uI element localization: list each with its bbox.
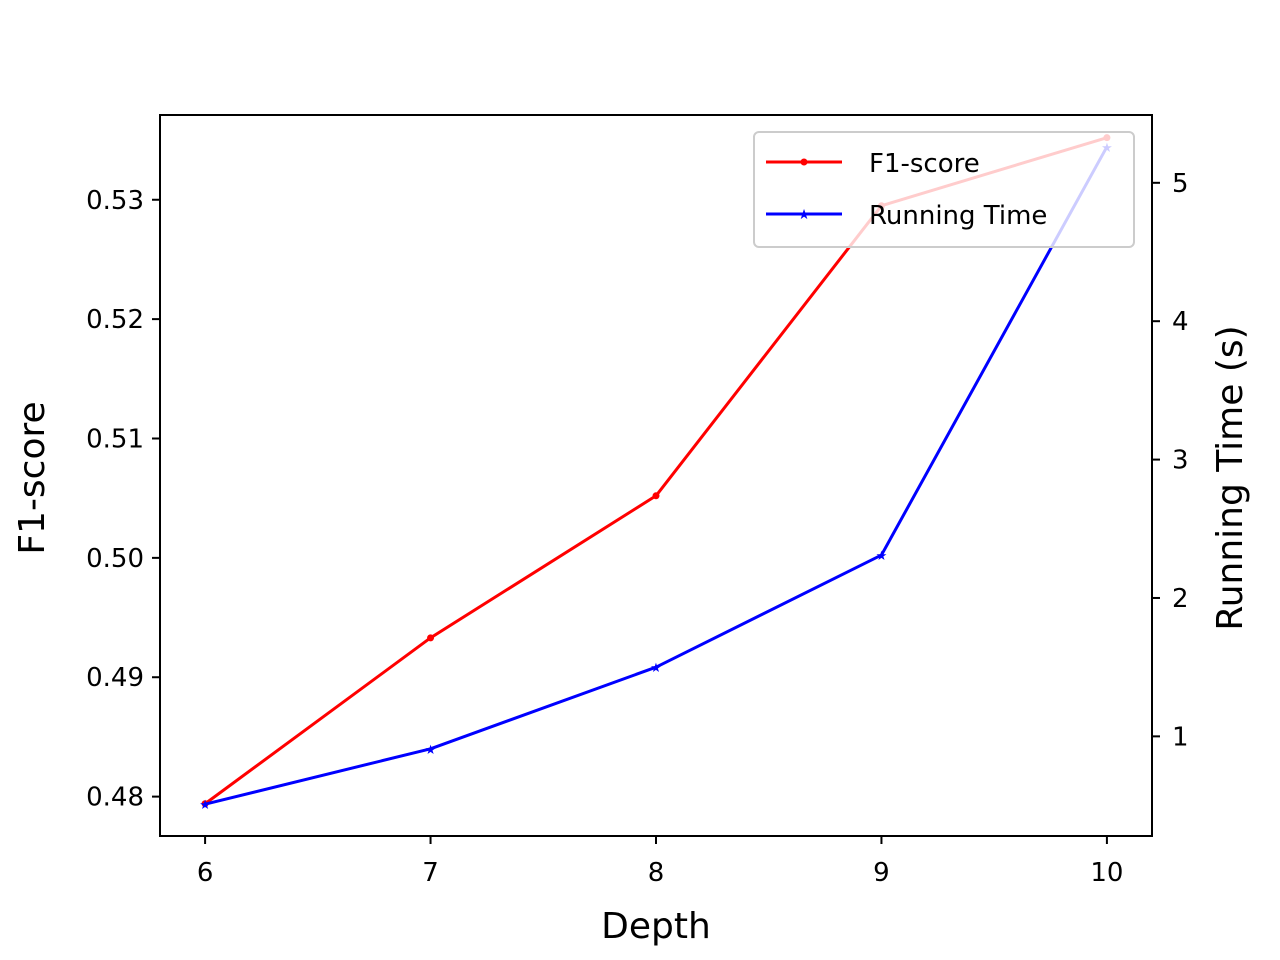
x-tick-label: 10 [1090,858,1123,888]
data-point-f1-score [427,634,435,642]
left-y-tick-label: 0.51 [86,424,144,454]
left-y-axis-ticks: 0.48 0.49 0.50 0.51 0.52 0.53 [86,186,160,813]
left-y-tick-label: 0.52 [86,305,144,335]
right-y-axis-label: Running Time (s) [1210,325,1251,630]
right-y-tick-label: 4 [1172,307,1189,337]
right-y-tick-label: 1 [1172,722,1189,752]
x-tick-label: 9 [873,858,890,888]
legend-marker-f1-score [800,158,808,166]
x-tick-label: 7 [422,858,439,888]
left-y-tick-label: 0.50 [86,544,144,574]
legend: F1-score ★ Running Time [753,131,1135,248]
right-y-axis-ticks: 1 2 3 4 5 [1152,169,1189,752]
left-y-tick-label: 0.49 [86,663,144,693]
data-point-f1-score [652,492,660,500]
left-y-axis-label: F1-score [12,401,53,554]
data-point-running-time: ★ [876,549,888,564]
x-tick-label: 8 [648,858,665,888]
x-axis-label: Depth [601,906,711,947]
right-y-tick-label: 5 [1172,169,1189,199]
legend-marker-running-time: ★ [798,207,811,223]
x-axis-ticks: 6 7 8 9 10 [197,836,1123,888]
series-line-running-time [204,146,1109,806]
legend-box [753,131,1135,248]
legend-label-f1-score: F1-score [869,149,980,179]
left-y-tick-label: 0.48 [86,783,144,813]
left-y-tick-label: 0.53 [86,186,144,216]
data-point-running-time: ★ [199,798,211,813]
data-point-running-time: ★ [650,661,662,676]
right-y-tick-label: 3 [1172,446,1189,476]
data-point-running-time: ★ [425,743,437,758]
x-tick-label: 6 [197,858,214,888]
legend-label-running-time: Running Time [869,201,1047,231]
right-y-tick-label: 2 [1172,584,1189,614]
